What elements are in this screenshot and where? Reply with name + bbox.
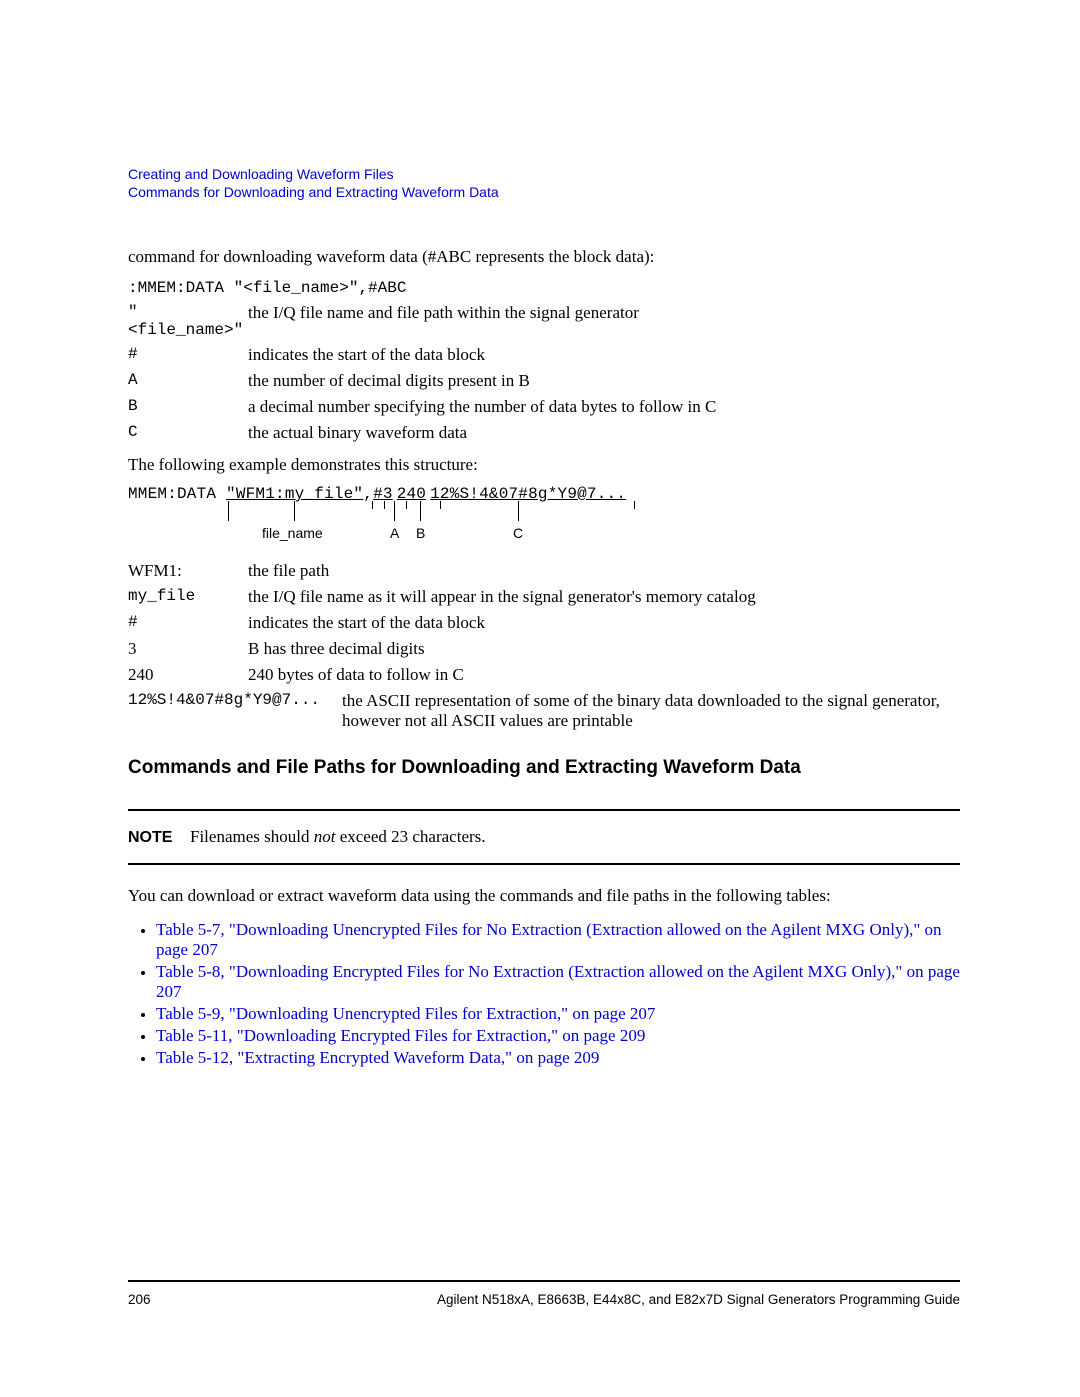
- definitions-1: "<file_name>"the I/Q file name and file …: [128, 303, 960, 443]
- tick-file-mid: [294, 501, 295, 521]
- def2-desc: indicates the start of the data block: [248, 613, 960, 633]
- def2-desc: the I/Q file name as it will appear in t…: [248, 587, 960, 607]
- tick-file-right: [372, 501, 373, 509]
- def2-row: #indicates the start of the data block: [128, 613, 960, 633]
- tick-c: [518, 501, 519, 521]
- table-link[interactable]: Table 5-7, "Downloading Unencrypted File…: [156, 920, 942, 959]
- table-link-item: Table 5-9, "Downloading Unencrypted File…: [156, 1004, 960, 1024]
- tick-c-r: [634, 501, 635, 509]
- diagram-hash: #: [373, 485, 383, 503]
- tick-b-r: [440, 501, 441, 509]
- def2-term: 240: [128, 665, 248, 685]
- def1-desc: the I/Q file name and file path within t…: [248, 303, 960, 339]
- def1-row: Cthe actual binary waveform data: [128, 423, 960, 443]
- label-a: A: [390, 525, 399, 541]
- def1-desc: the number of decimal digits present in …: [248, 371, 960, 391]
- def2-term: #: [128, 613, 248, 633]
- def1-term: C: [128, 423, 248, 443]
- def-last-row: 12%S!4&07#8g*Y9@7... the ASCII represent…: [128, 691, 960, 731]
- table-links-list: Table 5-7, "Downloading Unencrypted File…: [128, 920, 960, 1068]
- note-post: exceed 23 characters.: [335, 827, 485, 846]
- intro-text: command for downloading waveform data (#…: [128, 245, 960, 269]
- page-number: 206: [128, 1292, 151, 1307]
- definitions-2: WFM1:the file pathmy_filethe I/Q file na…: [128, 561, 960, 685]
- table-link-item: Table 5-8, "Downloading Encrypted Files …: [156, 962, 960, 1002]
- table-link-item: Table 5-12, "Extracting Encrypted Wavefo…: [156, 1048, 960, 1068]
- tick-a: [394, 501, 395, 521]
- label-filename: file_name: [262, 525, 323, 541]
- structure-diagram: MMEM:DATA "WFM1:my_file",#324012%S!4&07#…: [128, 485, 960, 543]
- def2-term: my_file: [128, 587, 248, 607]
- def1-desc: a decimal number specifying the number o…: [248, 397, 960, 417]
- def1-row: #indicates the start of the data block: [128, 345, 960, 365]
- syntax-line: :MMEM:DATA "<file_name>",#ABC: [128, 279, 960, 297]
- note-em: not: [314, 827, 336, 846]
- section-heading: Commands and File Paths for Downloading …: [128, 757, 960, 779]
- label-c: C: [513, 525, 523, 541]
- def1-row: Athe number of decimal digits present in…: [128, 371, 960, 391]
- tick-file-left: [228, 501, 229, 521]
- note-label: NOTE: [128, 829, 186, 847]
- label-b: B: [416, 525, 425, 541]
- chapter-link[interactable]: Creating and Downloading Waveform Files: [128, 165, 960, 183]
- diagram-prefix: MMEM:DATA: [128, 485, 226, 503]
- def1-desc: the actual binary waveform data: [248, 423, 960, 443]
- def-last-desc: the ASCII representation of some of the …: [342, 691, 960, 731]
- tick-a-r: [406, 501, 407, 509]
- table-link[interactable]: Table 5-8, "Downloading Encrypted Files …: [156, 962, 960, 1001]
- def1-term: "<file_name>": [128, 303, 248, 339]
- def2-row: 3B has three decimal digits: [128, 639, 960, 659]
- def2-row: my_filethe I/Q file name as it will appe…: [128, 587, 960, 607]
- page: Creating and Downloading Waveform Files …: [0, 0, 1080, 1397]
- table-link[interactable]: Table 5-9, "Downloading Unencrypted File…: [156, 1004, 655, 1023]
- section-link[interactable]: Commands for Downloading and Extracting …: [128, 183, 960, 201]
- tick-hash-l: [384, 501, 385, 509]
- def2-term: 3: [128, 639, 248, 659]
- tick-b: [420, 501, 421, 521]
- table-link[interactable]: Table 5-11, "Downloading Encrypted Files…: [156, 1026, 645, 1045]
- def2-term: WFM1:: [128, 561, 248, 581]
- def2-row: WFM1:the file path: [128, 561, 960, 581]
- example-intro: The following example demonstrates this …: [128, 453, 960, 477]
- table-link-item: Table 5-11, "Downloading Encrypted Files…: [156, 1026, 960, 1046]
- diagram-b: 240: [397, 485, 426, 503]
- def1-term: A: [128, 371, 248, 391]
- diagram-c: 12%S!4&07#8g*Y9@7...: [430, 485, 626, 503]
- def1-row: "<file_name>"the I/Q file name and file …: [128, 303, 960, 339]
- footer-title: Agilent N518xA, E8663B, E44x8C, and E82x…: [437, 1292, 960, 1307]
- def1-desc: indicates the start of the data block: [248, 345, 960, 365]
- def2-desc: B has three decimal digits: [248, 639, 960, 659]
- def2-row: 240240 bytes of data to follow in C: [128, 665, 960, 685]
- note-pre: Filenames should: [190, 827, 314, 846]
- def-last-term: 12%S!4&07#8g*Y9@7...: [128, 691, 342, 731]
- def1-term: B: [128, 397, 248, 417]
- table-link-item: Table 5-7, "Downloading Unencrypted File…: [156, 920, 960, 960]
- tables-intro: You can download or extract waveform dat…: [128, 885, 960, 908]
- def1-row: Ba decimal number specifying the number …: [128, 397, 960, 417]
- def1-term: #: [128, 345, 248, 365]
- table-link[interactable]: Table 5-12, "Extracting Encrypted Wavefo…: [156, 1048, 599, 1067]
- def2-desc: the file path: [248, 561, 960, 581]
- page-footer: 206 Agilent N518xA, E8663B, E44x8C, and …: [128, 1280, 960, 1307]
- note-block: NOTE Filenames should not exceed 23 char…: [128, 809, 960, 865]
- def2-desc: 240 bytes of data to follow in C: [248, 665, 960, 685]
